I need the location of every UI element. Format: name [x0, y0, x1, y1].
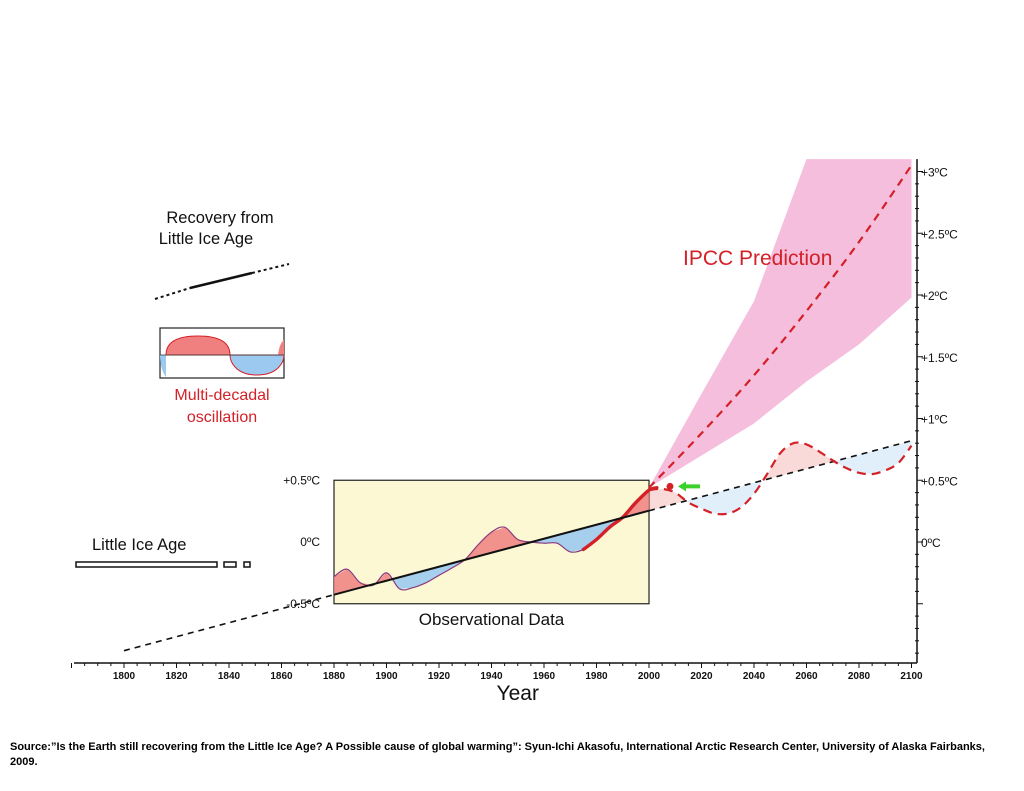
- oscillation-cool-lobe: [229, 354, 285, 376]
- observed-warm-area-4: [465, 527, 533, 560]
- x-tick-label: 2080: [848, 671, 871, 682]
- right-y-tick-label: +1.5ºC: [921, 351, 958, 365]
- forecast-cool-area-1: [687, 480, 764, 514]
- trend-line-projection: [648, 439, 912, 512]
- right-y-tick-label: +1ºC: [921, 413, 948, 427]
- x-tick-label: 1900: [375, 671, 398, 682]
- little-ice-age-bar-segment: [223, 561, 237, 568]
- observed-cool-area-5: [532, 517, 623, 552]
- right-y-tick-label: +2ºC: [921, 289, 948, 303]
- x-axis-title: Year: [497, 682, 539, 705]
- recovery-legend-dash: [251, 263, 290, 274]
- inset-y-label: 0ºC: [300, 535, 320, 549]
- observed-point: [666, 482, 674, 490]
- x-tick-label: 1960: [533, 671, 556, 682]
- oscillation-forecast-line: [648, 441, 913, 516]
- x-tick-label: 2000: [638, 671, 661, 682]
- x-tick-label: 1980: [585, 671, 608, 682]
- ipcc-prediction-label: IPCC Prediction: [683, 247, 832, 270]
- x-tick-label: 1800: [113, 671, 136, 682]
- oscillation-cool-lobe: [160, 355, 166, 377]
- little-ice-age-label: Little Ice Age: [92, 536, 186, 554]
- x-tick-label: 2060: [795, 671, 818, 682]
- inset-y-label: -0.5ºC: [286, 597, 320, 611]
- x-tick-label: 2020: [690, 671, 713, 682]
- recovery-legend-dash: [154, 287, 191, 300]
- forecast-cool-area-3: [835, 440, 912, 475]
- oscillation-warm-lobe: [278, 340, 284, 355]
- observational-data-label: Observational Data: [419, 610, 565, 629]
- observed-warm-area-0: [334, 569, 373, 595]
- oscillation-legend-label: Multi-decadal: [174, 387, 269, 404]
- x-tick-label: 1860: [270, 671, 293, 682]
- x-tick-label: 2100: [900, 671, 923, 682]
- x-tick-label: 1880: [323, 671, 346, 682]
- inset-y-label: +0.5ºC: [283, 473, 320, 487]
- ipcc-uncertainty-band: [649, 159, 912, 488]
- recovery-legend-label: Little Ice Age: [159, 230, 253, 248]
- ipcc-prediction-line: [648, 164, 913, 489]
- x-tick-label: 1840: [218, 671, 241, 682]
- green-arrow-icon: [678, 481, 700, 492]
- right-y-tick-label: +2.5ºC: [921, 227, 958, 241]
- x-tick-label: 2040: [743, 671, 766, 682]
- right-y-tick-label: +0.5ºC: [921, 474, 958, 488]
- x-tick-label: 1820: [165, 671, 188, 682]
- right-y-tick-label: +3ºC: [921, 166, 948, 180]
- right-y-tick-label: 0ºC: [921, 536, 941, 550]
- x-tick-label: 1940: [480, 671, 503, 682]
- observed-warm-area-2: [376, 572, 392, 584]
- x-tick-label: 1920: [428, 671, 451, 682]
- trend-line-observed: [333, 509, 650, 596]
- forecast-warm-area-0: [649, 488, 688, 511]
- oscillation-warm-lobe: [165, 335, 231, 356]
- little-ice-age-bar: [75, 561, 218, 568]
- recovery-legend-label: Recovery from: [166, 209, 273, 227]
- trend-line-pre-1880: [123, 593, 335, 652]
- little-ice-age-bar-segment: [243, 561, 251, 568]
- source-caption: Source:”Is the Earth still recovering fr…: [10, 741, 985, 768]
- recovery-legend-line: [189, 271, 253, 290]
- oscillation-legend-label: oscillation: [187, 409, 257, 426]
- observed-cool-area-3: [391, 559, 466, 589]
